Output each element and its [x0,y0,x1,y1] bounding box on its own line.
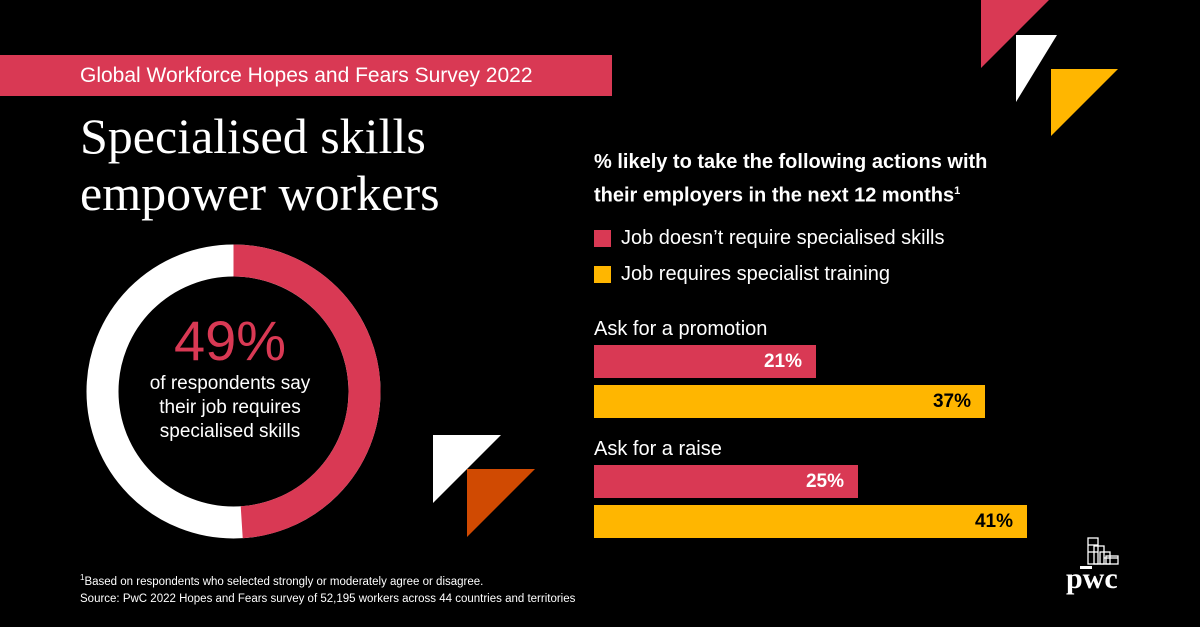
legend-label: Job doesn’t require specialised skills [621,226,945,249]
page-title-line2: empower workers [80,165,440,221]
category-label: Ask for a raise [594,438,722,460]
donut-caption-line2: their job requires [159,397,301,418]
donut-filled-segment [233,244,381,539]
chart-title-line2: their employers in the next 12 months [594,184,955,207]
pwc-logo-text: pwc [1066,562,1118,595]
donut-caption-line1: of respondents say [149,373,311,394]
decorative-triangles-middle [433,435,535,537]
bar-yellow: 37% [594,385,985,418]
footnote-line1: 1Based on respondents who selected stron… [80,569,575,591]
bar-pink: 21% [594,345,816,378]
legend-item-no-specialised-skills: Job doesn’t require specialised skills [594,220,945,256]
bar-value-label: 37% [932,390,971,412]
donut-percentage: 49% [173,309,287,372]
legend-swatch-yellow [594,265,611,283]
legend-item-specialist-training: Job requires specialist training [594,256,945,292]
pwc-logo-mark [1080,537,1119,569]
bar-value-label: 21% [763,350,802,372]
decorative-triangles-top [981,0,1118,136]
survey-banner: Global Workforce Hopes and Fears Survey … [0,55,612,96]
bar-value-label: 41% [974,510,1013,532]
bar-pink: 25% [594,465,858,498]
legend-label: Job requires specialist training [621,262,891,285]
donut-center-label: 49% of respondents say their job require… [97,310,363,444]
donut-chart [86,244,381,539]
page-title-line1: Specialised skills [80,108,426,164]
category-label: Ask for a promotion [594,318,768,340]
bar-yellow: 41% [594,505,1027,538]
donut-caption-line3: specialised skills [159,421,301,442]
chart-title: % likely to take the following actions w… [594,148,1064,211]
page-title: Specialised skills empower workers [80,108,560,222]
legend-swatch-pink [594,229,611,247]
chart-title-footnote: 1 [954,185,961,197]
bar-value-label: 25% [805,470,844,492]
footnote-marker: 1 [80,573,85,582]
footnote: 1Based on respondents who selected stron… [80,569,575,608]
chart-title-line1: % likely to take the following actions w… [594,151,988,173]
source-line: Source: PwC 2022 Hopes and Fears survey … [80,592,576,605]
survey-banner-text: Global Workforce Hopes and Fears Survey … [80,64,533,87]
pwc-logo: pwc [1062,534,1152,604]
chart-legend: Job doesn’t require specialised skills J… [594,220,945,292]
footnote-text: Based on respondents who selected strong… [84,575,484,588]
